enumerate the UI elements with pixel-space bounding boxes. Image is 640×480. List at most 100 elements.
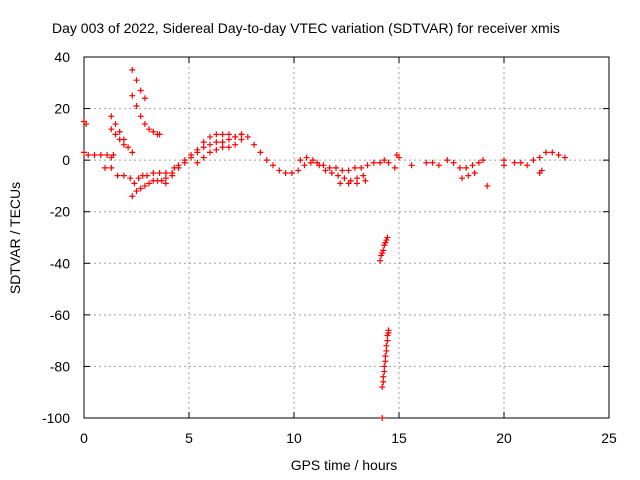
data-point (511, 159, 518, 166)
data-point (146, 126, 153, 133)
data-point (207, 149, 213, 156)
y-axis-label: SDTVAR / TECUs (7, 182, 23, 294)
x-tick-label: 25 (601, 430, 617, 446)
data-point (146, 180, 153, 187)
data-point (232, 133, 239, 140)
data-point (120, 172, 127, 179)
data-point (377, 159, 384, 166)
data-points (81, 66, 568, 421)
data-point (81, 149, 87, 156)
data-point (85, 151, 92, 158)
data-point (475, 159, 482, 166)
data-point (150, 128, 157, 135)
data-point (129, 193, 136, 200)
data-point (112, 121, 119, 128)
data-point (380, 247, 387, 254)
series-early_spikes (81, 118, 117, 161)
data-point (382, 358, 389, 365)
data-point (385, 159, 392, 166)
x-tick-labels: 0 5 10 15 20 25 (80, 430, 617, 446)
series-dropout_lower (379, 327, 392, 421)
plot-frame (83, 56, 610, 419)
data-point (213, 139, 220, 146)
data-point (162, 175, 169, 182)
data-point (456, 164, 463, 171)
data-point (362, 177, 369, 184)
data-point (104, 151, 111, 158)
data-point (194, 146, 201, 153)
data-point (141, 95, 148, 102)
data-point (137, 113, 144, 120)
data-point (169, 170, 176, 177)
data-point (301, 162, 308, 169)
data-point (360, 172, 367, 179)
y-tick-label: -20 (50, 204, 70, 220)
data-point (238, 136, 245, 143)
data-point (459, 175, 465, 182)
data-point (382, 353, 389, 360)
data-point (137, 185, 144, 192)
data-point (381, 157, 388, 164)
data-point (135, 175, 142, 182)
data-point (484, 182, 491, 189)
data-point (91, 151, 98, 158)
data-point (316, 162, 323, 169)
data-point (543, 149, 549, 156)
data-point (158, 177, 165, 184)
data-point (379, 384, 386, 391)
data-point (219, 131, 226, 138)
data-point (110, 151, 117, 158)
data-point (538, 167, 545, 174)
series-upper_trace (181, 131, 245, 166)
series-late_trace (381, 149, 568, 189)
series-rising_arc_b (129, 66, 163, 138)
data-point (114, 172, 121, 179)
data-point (200, 139, 207, 146)
data-point (137, 87, 144, 94)
data-point (450, 159, 457, 166)
data-point (156, 131, 163, 138)
data-point (225, 131, 232, 138)
data-point (133, 102, 140, 109)
data-point (370, 159, 377, 166)
data-point (188, 151, 195, 158)
data-point (129, 66, 136, 73)
x-tick-label: 0 (80, 430, 88, 446)
data-point (244, 133, 251, 140)
data-point (213, 131, 220, 138)
data-point (501, 157, 507, 164)
data-point (333, 164, 339, 171)
data-point (141, 121, 148, 128)
data-point (429, 159, 436, 166)
data-point (127, 175, 134, 182)
data-point (383, 342, 390, 349)
data-point (112, 131, 119, 138)
data-point (257, 149, 264, 156)
y-tick-label: 40 (54, 49, 70, 65)
data-point (108, 113, 115, 120)
data-point (354, 180, 360, 187)
data-point (354, 175, 360, 182)
data-point (469, 162, 476, 169)
data-point (379, 415, 386, 421)
data-point (162, 180, 169, 187)
data-point (396, 154, 402, 161)
series-lower_trace (297, 154, 369, 187)
data-point (276, 167, 283, 174)
data-point (326, 164, 333, 171)
data-point (385, 327, 392, 334)
data-point (129, 92, 136, 99)
data-point (133, 188, 140, 195)
data-point (423, 159, 430, 166)
data-point (380, 373, 387, 380)
y-tick-labels: 40 20 0 -20 -40 -60 -80 -100 (42, 49, 70, 426)
data-point (465, 172, 472, 179)
data-point (131, 180, 138, 187)
data-point (309, 157, 316, 164)
data-point (207, 141, 213, 148)
data-point (141, 182, 148, 189)
data-point (270, 162, 276, 169)
x-tick-label: 20 (496, 430, 512, 446)
series-low_band (102, 162, 182, 200)
data-point (303, 154, 310, 161)
